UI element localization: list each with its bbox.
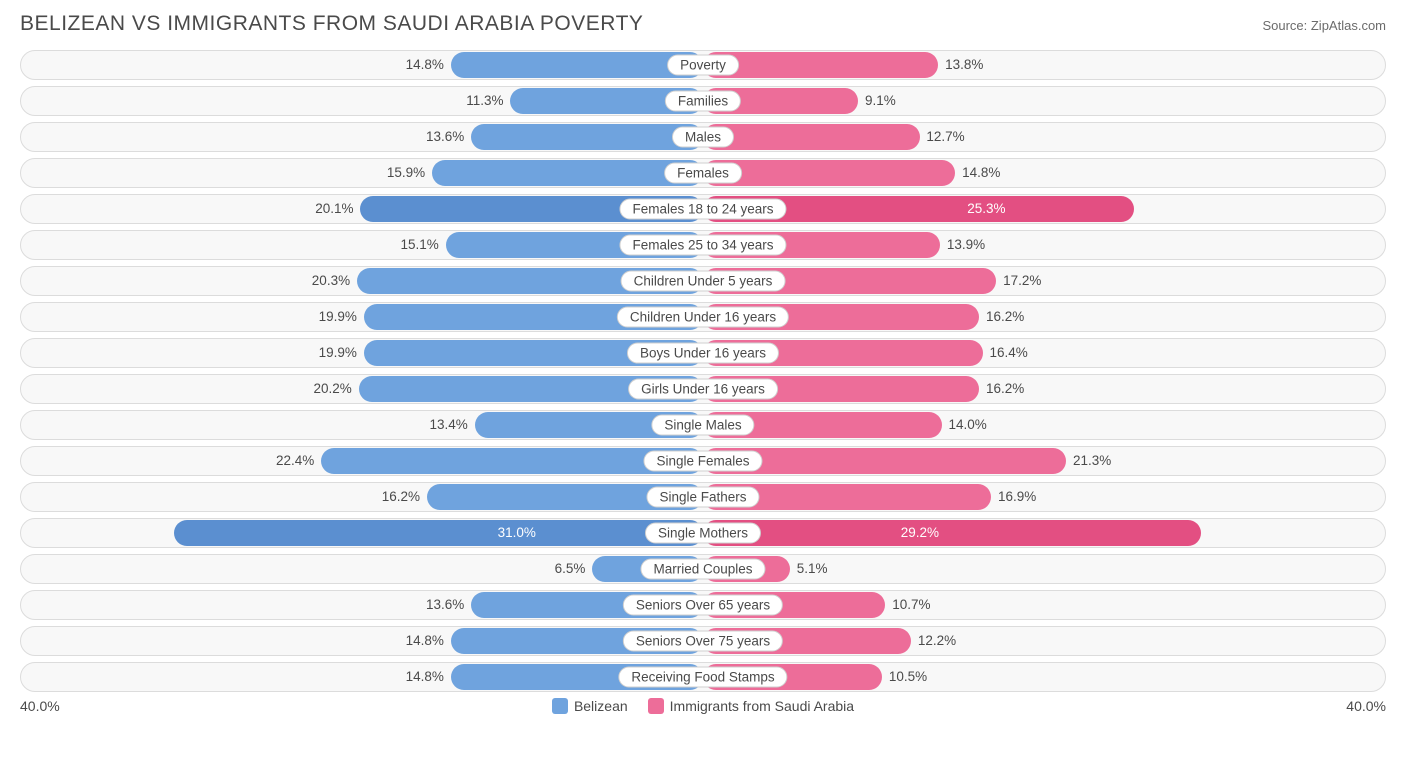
chart-row: 11.3% 9.1% Families [20, 86, 1386, 116]
bar-right [703, 520, 1201, 546]
value-right: 14.8% [962, 159, 1000, 187]
value-right: 25.3% [967, 195, 1005, 223]
category-label: Boys Under 16 years [627, 343, 779, 364]
value-right: 16.4% [989, 339, 1027, 367]
value-right: 16.9% [998, 483, 1036, 511]
value-right: 13.8% [945, 51, 983, 79]
category-label: Seniors Over 65 years [623, 595, 783, 616]
bar-left [174, 520, 703, 546]
legend-label-left: Belizean [574, 698, 628, 714]
value-left: 13.6% [426, 591, 464, 619]
chart-footer: 40.0% Belizean Immigrants from Saudi Ara… [20, 698, 1386, 714]
value-left: 16.2% [382, 483, 420, 511]
value-left: 14.8% [406, 663, 444, 691]
value-right: 17.2% [1003, 267, 1041, 295]
value-right: 21.3% [1073, 447, 1111, 475]
chart-row: 15.1% 13.9% Females 25 to 34 years [20, 230, 1386, 260]
value-left: 20.1% [315, 195, 353, 223]
category-label: Single Mothers [645, 523, 761, 544]
value-left: 15.1% [400, 231, 438, 259]
category-label: Males [672, 127, 734, 148]
chart-row: 20.3% 17.2% Children Under 5 years [20, 266, 1386, 296]
legend-swatch-right [648, 698, 664, 714]
value-left: 19.9% [319, 339, 357, 367]
category-label: Receiving Food Stamps [618, 667, 787, 688]
value-right: 10.5% [889, 663, 927, 691]
value-right: 14.0% [949, 411, 987, 439]
chart-title: BELIZEAN VS IMMIGRANTS FROM SAUDI ARABIA… [20, 12, 643, 36]
chart-row: 16.2% 16.9% Single Fathers [20, 482, 1386, 512]
chart-header: BELIZEAN VS IMMIGRANTS FROM SAUDI ARABIA… [20, 12, 1386, 36]
category-label: Girls Under 16 years [628, 379, 778, 400]
category-label: Females 18 to 24 years [619, 199, 786, 220]
category-label: Seniors Over 75 years [623, 631, 783, 652]
chart-row: 19.9% 16.4% Boys Under 16 years [20, 338, 1386, 368]
legend: Belizean Immigrants from Saudi Arabia [552, 698, 854, 714]
chart-row: 13.4% 14.0% Single Males [20, 410, 1386, 440]
value-left: 13.4% [429, 411, 467, 439]
chart-source: Source: ZipAtlas.com [1262, 18, 1386, 33]
category-label: Children Under 5 years [621, 271, 786, 292]
chart-row: 14.8% 13.8% Poverty [20, 50, 1386, 80]
value-left: 22.4% [276, 447, 314, 475]
value-left: 13.6% [426, 123, 464, 151]
category-label: Single Fathers [646, 487, 759, 508]
bar-left [451, 52, 703, 78]
value-left: 31.0% [498, 519, 536, 547]
category-label: Single Females [643, 451, 762, 472]
category-label: Children Under 16 years [617, 307, 789, 328]
bar-left [432, 160, 703, 186]
value-left: 14.8% [406, 627, 444, 655]
chart-row: 20.1% 25.3% Females 18 to 24 years [20, 194, 1386, 224]
value-right: 12.7% [926, 123, 964, 151]
chart-row: 15.9% 14.8% Females [20, 158, 1386, 188]
category-label: Married Couples [640, 559, 765, 580]
legend-label-right: Immigrants from Saudi Arabia [670, 698, 854, 714]
value-left: 20.2% [314, 375, 352, 403]
value-left: 19.9% [319, 303, 357, 331]
value-right: 16.2% [986, 303, 1024, 331]
value-left: 6.5% [555, 555, 586, 583]
chart-row: 13.6% 12.7% Males [20, 122, 1386, 152]
value-right: 13.9% [947, 231, 985, 259]
value-left: 11.3% [466, 87, 503, 115]
value-left: 14.8% [406, 51, 444, 79]
chart-row: 14.8% 12.2% Seniors Over 75 years [20, 626, 1386, 656]
chart-row: 13.6% 10.7% Seniors Over 65 years [20, 590, 1386, 620]
chart-row: 19.9% 16.2% Children Under 16 years [20, 302, 1386, 332]
diverging-bar-chart: 14.8%13.8%Poverty11.3%9.1%Families13.6%1… [20, 50, 1386, 692]
chart-row: 31.0% 29.2% Single Mothers [20, 518, 1386, 548]
category-label: Females 25 to 34 years [619, 235, 786, 256]
legend-item-right: Immigrants from Saudi Arabia [648, 698, 854, 714]
value-left: 15.9% [387, 159, 425, 187]
value-right: 10.7% [892, 591, 930, 619]
value-right: 5.1% [797, 555, 828, 583]
chart-row: 14.8% 10.5% Receiving Food Stamps [20, 662, 1386, 692]
bar-right [703, 124, 920, 150]
value-left: 20.3% [312, 267, 350, 295]
axis-label-left: 40.0% [20, 698, 60, 714]
legend-swatch-left [552, 698, 568, 714]
category-label: Families [665, 91, 741, 112]
legend-item-left: Belizean [552, 698, 628, 714]
axis-label-right: 40.0% [1346, 698, 1386, 714]
chart-row: 22.4% 21.3% Single Females [20, 446, 1386, 476]
value-right: 9.1% [865, 87, 896, 115]
category-label: Females [664, 163, 742, 184]
value-right: 16.2% [986, 375, 1024, 403]
chart-row: 20.2% 16.2% Girls Under 16 years [20, 374, 1386, 404]
bar-left [471, 124, 703, 150]
category-label: Single Males [651, 415, 754, 436]
value-right: 12.2% [918, 627, 956, 655]
value-right: 29.2% [901, 519, 939, 547]
category-label: Poverty [667, 55, 739, 76]
chart-row: 6.5% 5.1% Married Couples [20, 554, 1386, 584]
